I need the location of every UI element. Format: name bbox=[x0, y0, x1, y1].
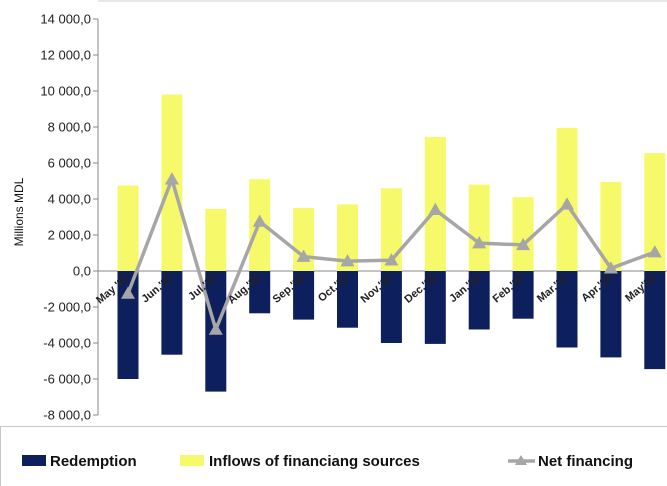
bar-inflows-4 bbox=[293, 208, 315, 271]
net-financing-point-10 bbox=[560, 197, 574, 210]
legend-label-inflows: Inflows of financiang sources bbox=[209, 453, 420, 470]
bar-inflows-5 bbox=[337, 204, 358, 271]
net-financing-point-12 bbox=[647, 245, 662, 258]
net-financing-point-4 bbox=[296, 249, 311, 262]
bar-inflows-2 bbox=[205, 208, 227, 271]
net-financing-point-1 bbox=[164, 172, 179, 185]
net-financing-point-7 bbox=[428, 202, 443, 216]
bar-redemption-3 bbox=[249, 271, 271, 314]
legend-swatch-redemption bbox=[22, 455, 46, 466]
bar-redemption-6 bbox=[380, 271, 402, 343]
bar-redemption-1 bbox=[161, 271, 183, 355]
bar-redemption-10 bbox=[556, 271, 578, 348]
net-financing-point-0 bbox=[121, 286, 135, 299]
legend-swatch-net-marker bbox=[515, 455, 527, 465]
y-tick-label: -4 000,0 bbox=[43, 336, 91, 351]
net-financing-point-9 bbox=[516, 237, 531, 251]
y-tick-label: 8 000,0 bbox=[48, 120, 91, 135]
legend-label-net: Net financing bbox=[538, 453, 633, 470]
legend-label-redemption: Redemption bbox=[50, 453, 137, 470]
y-tick-label: 12 000,0 bbox=[40, 48, 91, 63]
plot-area: 14 000,0 12 000,0 10 000,0 8 000,0 6 000,0 4 … bbox=[40, 0, 667, 423]
y-tick-label: 14 000,0 bbox=[40, 12, 91, 27]
bar-inflows-12 bbox=[644, 153, 666, 271]
y-axis-label: Millions MDL bbox=[12, 177, 26, 246]
y-tick-label: 0,0 bbox=[73, 264, 91, 279]
bar-redemption-11 bbox=[600, 271, 622, 358]
bar-inflows-8 bbox=[468, 184, 490, 271]
bar-redemption-4 bbox=[293, 271, 315, 320]
bar-redemption-7 bbox=[424, 271, 446, 344]
legend: Redemption Inflows of financiang sources N… bbox=[0, 426, 667, 486]
legend-swatch-inflows bbox=[180, 455, 204, 466]
net-financing-point-6 bbox=[384, 253, 399, 266]
bar-inflows-6 bbox=[380, 188, 402, 271]
bar-redemption-5 bbox=[337, 271, 358, 328]
bar-redemption-8 bbox=[468, 271, 490, 330]
net-financing-point-3 bbox=[252, 214, 267, 227]
bar-inflows-9 bbox=[512, 197, 534, 271]
y-tick-label: 6 000,0 bbox=[48, 156, 91, 171]
net-financing-point-11 bbox=[603, 261, 618, 274]
legend-box bbox=[0, 426, 667, 486]
net-financing-point-8 bbox=[472, 236, 487, 249]
y-tick-label: -8 000,0 bbox=[43, 408, 91, 423]
y-tick-label: 10 000,0 bbox=[40, 84, 91, 99]
y-tick-label: 4 000,0 bbox=[48, 192, 91, 207]
bar-redemption-9 bbox=[512, 271, 534, 319]
y-tick-label: -2 000,0 bbox=[43, 300, 91, 315]
net-financing-point-5 bbox=[340, 254, 355, 267]
bar-inflows-11 bbox=[600, 181, 622, 271]
bar-redemption-12 bbox=[644, 271, 666, 370]
y-tick-label: 2 000,0 bbox=[48, 228, 91, 243]
net-financing-point-2 bbox=[208, 322, 223, 335]
y-tick-label: -6 000,0 bbox=[43, 372, 91, 387]
bar-inflows-0 bbox=[117, 185, 139, 271]
